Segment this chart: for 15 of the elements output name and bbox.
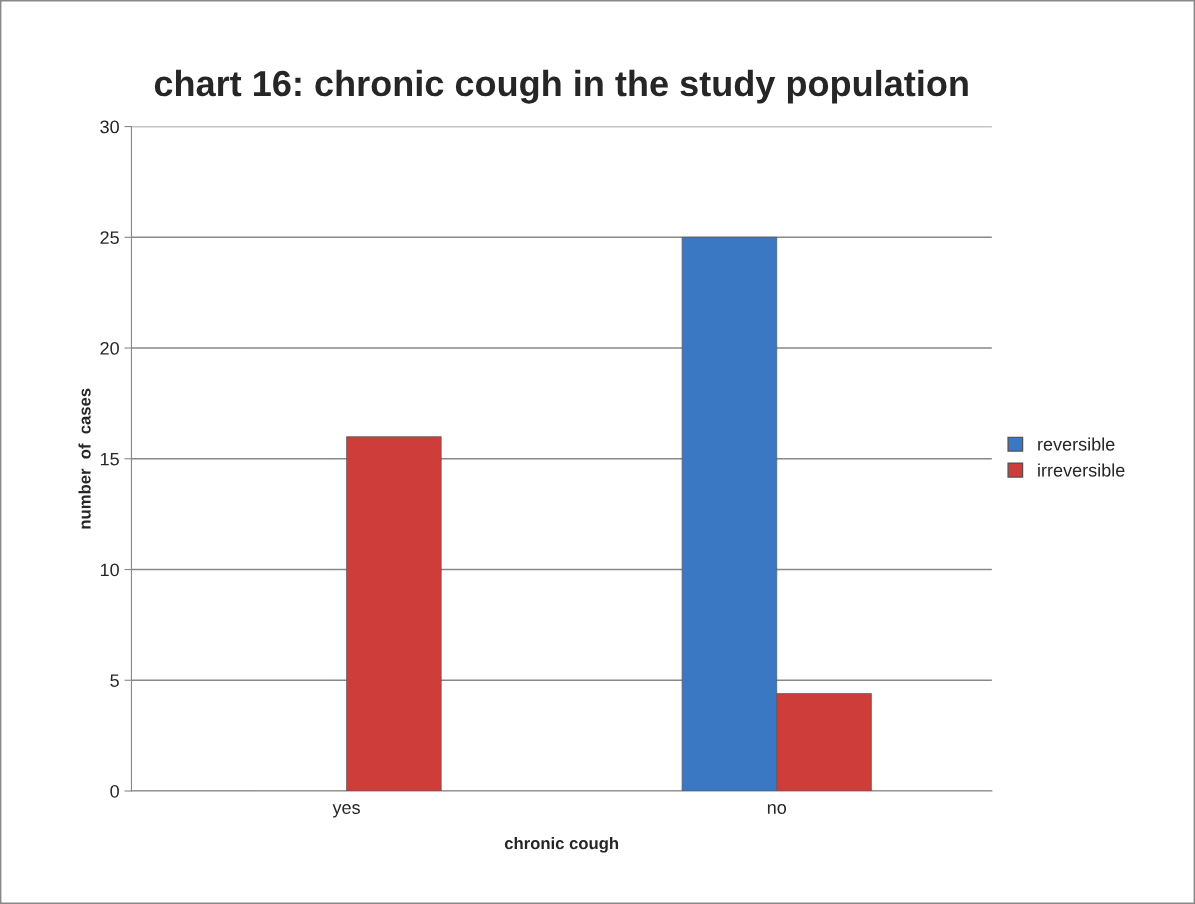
- y-tick-label: 10: [100, 563, 119, 577]
- bar: [346, 436, 442, 791]
- y-tick-label: 0: [110, 784, 119, 798]
- chart-title: chart 16: chronic cough in the study population: [154, 69, 968, 104]
- y-tick-label: 5: [110, 674, 119, 687]
- y-tick-label: 30: [100, 120, 119, 134]
- legend-label: irreversible: [1038, 463, 1125, 477]
- y-tick-label: 20: [100, 341, 119, 355]
- y-tick-label: 15: [100, 452, 119, 466]
- x-tick-label: no: [767, 804, 787, 814]
- y-axis-title: number of cases: [78, 388, 91, 529]
- y-tick-label: 25: [100, 231, 119, 245]
- legend-label: reversible: [1038, 437, 1115, 451]
- x-tick-label: yes: [332, 804, 360, 818]
- x-axis-title: chronic cough: [504, 837, 619, 853]
